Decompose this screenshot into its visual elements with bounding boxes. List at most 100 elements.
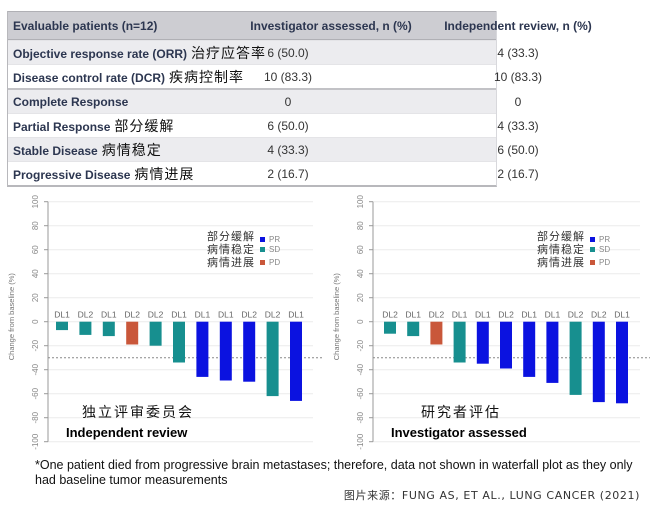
independent-value: 4 (33.3)	[497, 118, 539, 133]
bar-category-label: DL1	[195, 310, 211, 320]
bar-category-label: DL1	[452, 310, 468, 320]
bar-pr	[616, 321, 628, 404]
bar-category-label: DL2	[591, 310, 607, 320]
bar-category-label: DL1	[101, 310, 117, 320]
y-tick-label: 20	[356, 293, 365, 302]
bar-category-label: DL1	[475, 310, 491, 320]
y-axis-title: Change from baseline (%)	[332, 273, 341, 361]
bar-pr	[290, 321, 302, 401]
bar-category-label: DL1	[54, 310, 70, 320]
investigator-value: 0	[284, 94, 292, 109]
bar-sd	[173, 321, 185, 363]
row-label-zh: 疾病控制率	[169, 69, 245, 86]
y-tick-label: -100	[356, 433, 365, 450]
legend-swatch-pd	[590, 260, 595, 265]
bar-category-label: DL2	[78, 310, 94, 320]
bar-pr	[243, 321, 256, 382]
y-tick-label: 0	[356, 319, 365, 324]
bar-category-label: DL1	[614, 310, 630, 320]
footnote: *One patient died from progressive brain…	[35, 458, 633, 487]
legend-key: PD	[269, 258, 280, 267]
header-investigator-assessed: Investigator assessed, n (%)	[250, 18, 412, 33]
table-row-orr: Objective response rate (ORR) 治疗应答率 6 (50…	[8, 40, 539, 64]
bar-category-label: DL2	[241, 310, 257, 320]
bar-category-label: DL1	[545, 310, 561, 320]
legend-label-zh: 病情稳定	[207, 242, 255, 256]
y-tick-label: 100	[31, 194, 40, 208]
table-header-row: Evaluable patients (n=12) Investigator a…	[8, 11, 592, 40]
bar-pr	[196, 321, 209, 377]
bar-sd	[56, 321, 68, 331]
legend-label-zh: 病情进展	[207, 255, 255, 269]
row-label-zh: 治疗应答率	[191, 45, 267, 62]
row-label: Objective response rate (ORR)	[13, 46, 188, 61]
y-tick-label: 80	[31, 221, 40, 230]
row-label-zh: 病情稳定	[101, 142, 162, 159]
chart-title-zh: 研究者评估	[421, 405, 501, 421]
y-tick-label: -20	[356, 339, 365, 351]
row-label: Progressive Disease	[13, 167, 131, 182]
row-label-zh: 病情进展	[134, 166, 195, 183]
bar-category-label: DL2	[124, 310, 140, 320]
row-label-zh: 部分缓解	[114, 118, 175, 135]
investigator-value: 4 (33.3)	[267, 142, 309, 157]
legend-label-zh: 病情进展	[537, 255, 585, 269]
chart-title: Independent review	[66, 425, 188, 440]
bar-pr	[523, 321, 536, 377]
investigator-value: 6 (50.0)	[267, 118, 309, 133]
y-tick-label: -100	[31, 433, 40, 450]
investigator-value: 6 (50.0)	[267, 45, 309, 60]
bar-sd	[453, 321, 466, 363]
bar-category-label: DL1	[218, 310, 234, 320]
chart-title-zh: 独立评审委员会	[82, 405, 194, 421]
legend-label-zh: 部分缓解	[207, 229, 255, 243]
bar-category-label: DL1	[288, 310, 304, 320]
y-tick-label: -40	[356, 363, 365, 375]
independent-value: 0	[514, 94, 522, 109]
bar-pr	[500, 321, 512, 369]
bar-pr	[592, 321, 605, 403]
bar-pr	[476, 321, 489, 364]
bar-category-label: DL2	[498, 310, 514, 320]
bar-sd	[407, 321, 420, 337]
image-source: 图片来源：FUNG AS, ET AL., LUNG CANCER (2021)	[343, 489, 640, 502]
legend-key: PD	[599, 258, 610, 267]
table-row-dcr: Disease control rate (DCR) 疾病控制率 10 (83.3…	[8, 64, 542, 88]
y-tick-label: -80	[31, 411, 40, 423]
waterfall-chart-investigator-assessed: 100 80 60 40 20 0 -20 -40 -60 -80 -100 Change from …	[332, 194, 650, 450]
bar-sd	[102, 321, 115, 337]
legend-label-zh: 部分缓解	[537, 229, 585, 243]
legend-key: PR	[599, 235, 610, 244]
table-row-partial-response: Partial Response 部分缓解 6 (50.0) 4 (33.3)	[8, 113, 539, 137]
row-label: Complete Response	[13, 94, 129, 109]
investigator-value: 2 (16.7)	[267, 166, 309, 181]
y-tick-label: 100	[356, 194, 365, 208]
row-label: Partial Response	[13, 119, 111, 134]
bar-category-label: DL1	[521, 310, 537, 320]
y-axis-title: Change from baseline (%)	[7, 273, 16, 361]
header-independent-review: Independent review, n (%)	[444, 18, 592, 33]
bar-sd	[149, 321, 162, 346]
y-tick-label: 60	[356, 245, 365, 254]
bar-category-label: DL2	[429, 310, 445, 320]
y-tick-label: 0	[31, 319, 40, 324]
row-label: Stable Disease	[13, 143, 98, 158]
bar-category-label: DL1	[405, 310, 421, 320]
chart-title: Investigator assessed	[391, 425, 527, 440]
bar-category-label: DL2	[265, 310, 281, 320]
independent-value: 4 (33.3)	[497, 45, 539, 60]
y-tick-label: 40	[356, 269, 365, 278]
table-row-complete-response: Complete Response 0 0	[8, 88, 521, 113]
y-tick-label: 80	[356, 221, 365, 230]
y-tick-label: -20	[31, 339, 40, 351]
y-tick-label: 40	[31, 269, 40, 278]
independent-value: 2 (16.7)	[497, 166, 539, 181]
table-row-stable-disease: Stable Disease 病情稳定 4 (33.3) 6 (50.0)	[8, 137, 539, 161]
bar-category-label: DL2	[568, 310, 584, 320]
response-table: Evaluable patients (n=12) Investigator a…	[7, 11, 592, 187]
bar-sd	[569, 321, 582, 395]
bar-pd	[126, 321, 139, 345]
bar-category-label: DL2	[382, 310, 398, 320]
table-row-progressive-disease: Progressive Disease 病情进展 2 (16.7) 2 (16.7…	[8, 161, 539, 185]
independent-value: 10 (83.3)	[493, 69, 543, 84]
